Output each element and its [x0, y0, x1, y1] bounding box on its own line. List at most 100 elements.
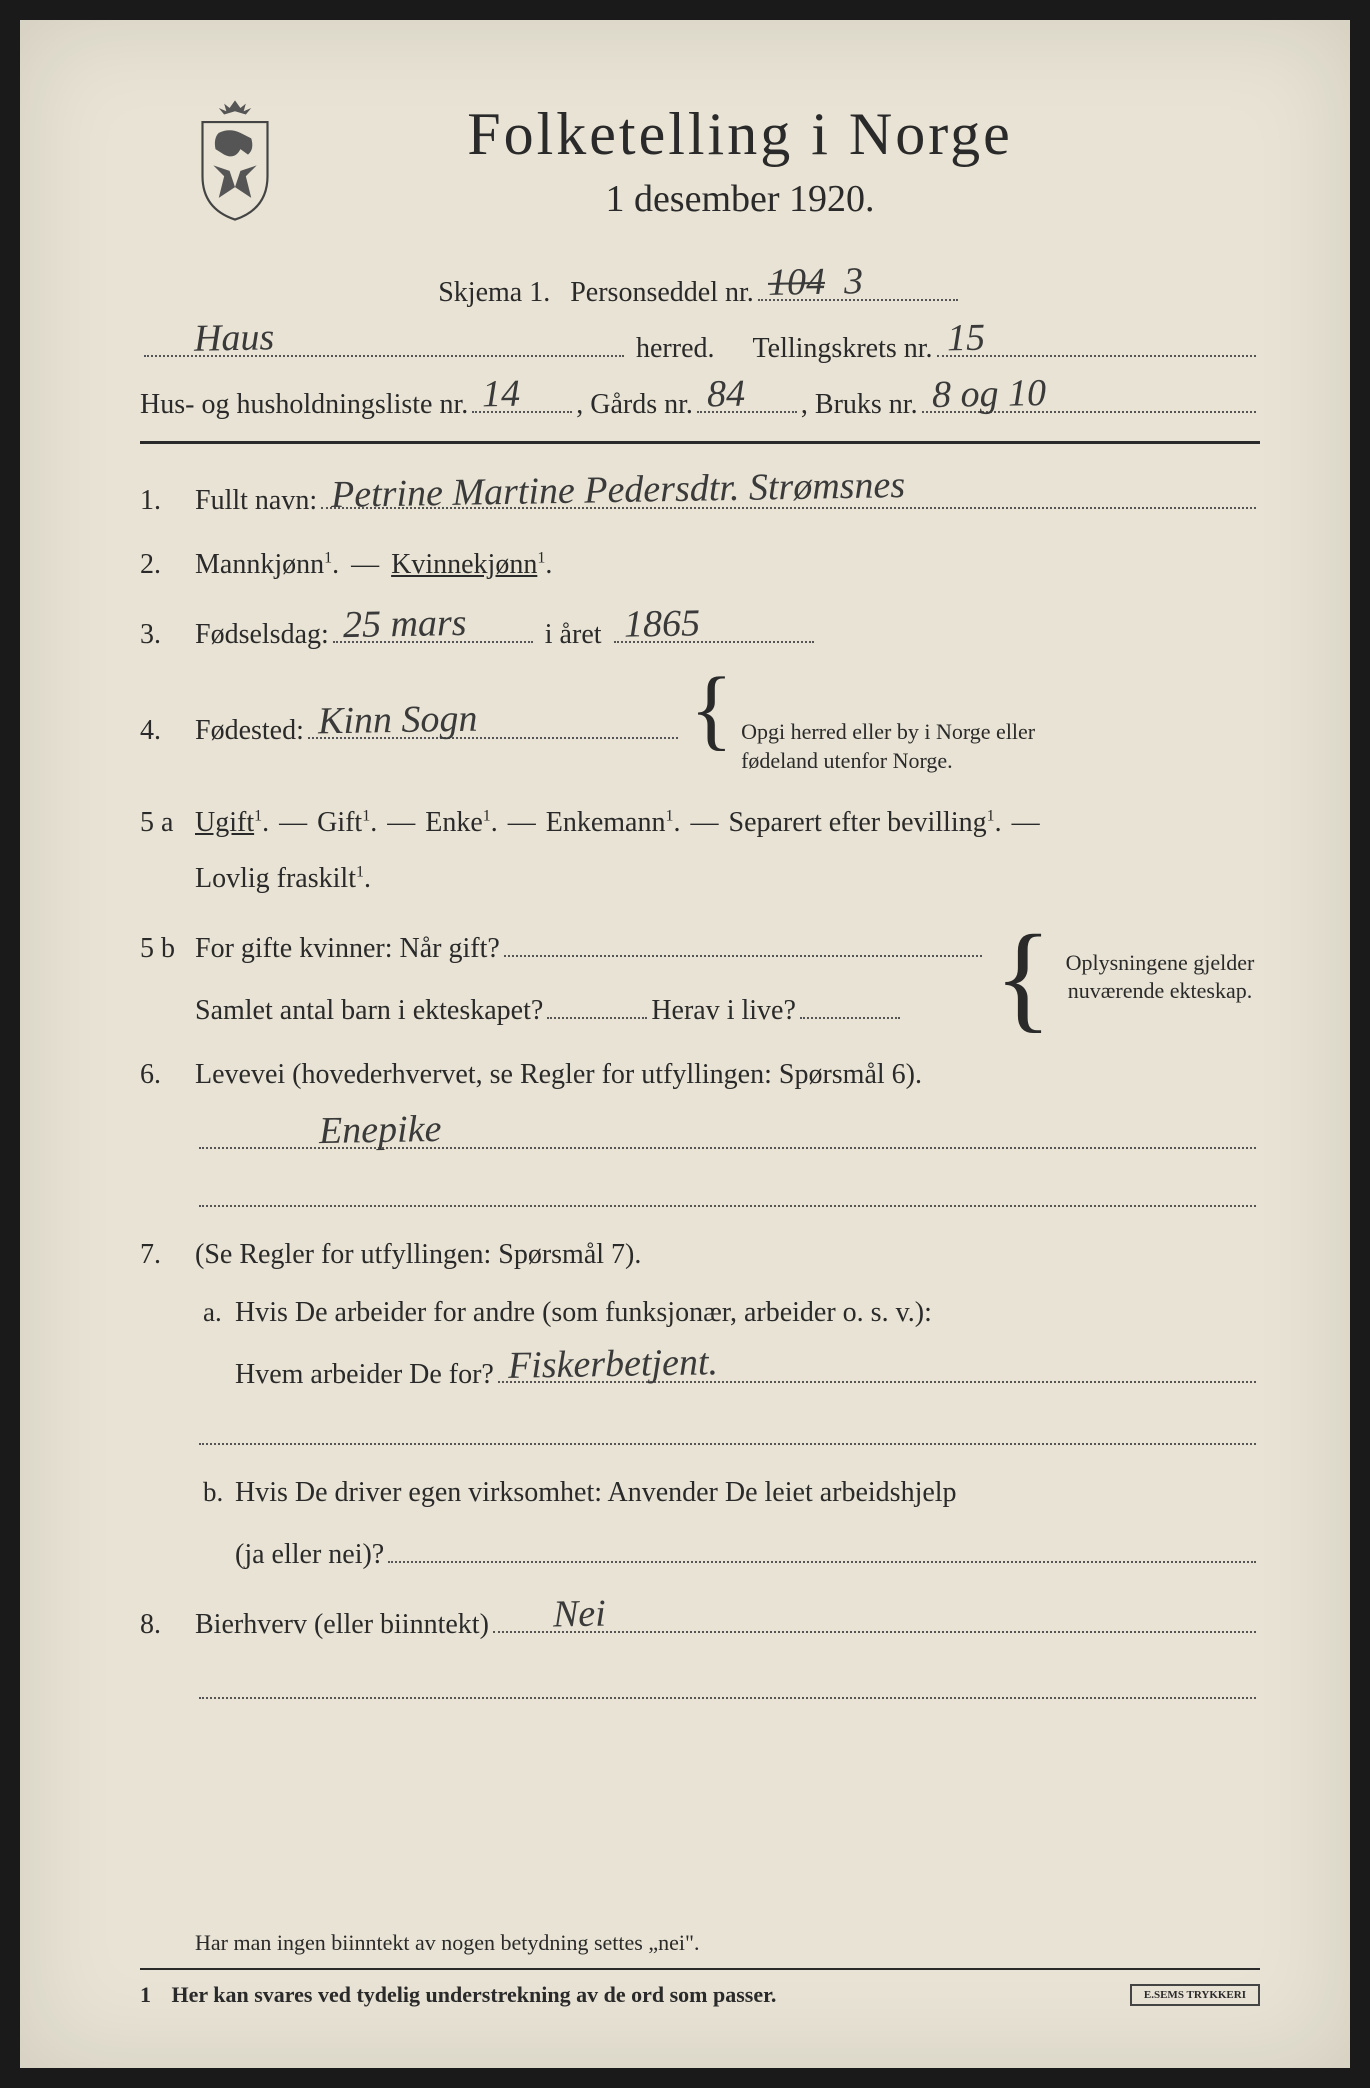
question-4: 4. Fødested: Kinn Sogn { Opgi herred ell…: [140, 683, 1260, 775]
fullt-navn-field: Petrine Martine Pedersdtr. Strømsnes: [321, 479, 1256, 509]
skjema-line: Skjema 1. Personseddel nr. 104 3: [140, 271, 1260, 309]
bierhverv-field: Nei: [493, 1603, 1256, 1633]
q4-note: Opgi herred eller by i Norge eller fødel…: [741, 718, 1081, 775]
aar-value: 1865: [623, 601, 700, 646]
gaards-label: , Gårds nr.: [576, 389, 693, 421]
q6-label: Levevei (hovederhvervet, se Regler for u…: [195, 1059, 1260, 1091]
q3-label: Fødselsdag:: [195, 619, 329, 651]
q8-num: 8.: [140, 1609, 195, 1641]
bruks-nr-field: 8 og 10: [922, 383, 1256, 413]
form-header: Folketelling i Norge 1 desember 1920.: [140, 100, 1260, 221]
bruks-nr-value: 8 og 10: [931, 371, 1046, 417]
norway-coat-of-arms-icon: [180, 95, 290, 225]
q2-num: 2.: [140, 549, 195, 581]
bierhverv-value: Nei: [553, 1592, 607, 1637]
antal-barn-field: [547, 989, 647, 1019]
q5a-enke: Enke1.: [425, 807, 498, 839]
main-title: Folketelling i Norge: [220, 100, 1260, 169]
herred-label: herred.: [636, 333, 715, 365]
q7b-letter: b.: [195, 1477, 235, 1508]
q7-label: (Se Regler for utfyllingen: Spørsmål 7).: [195, 1239, 1260, 1271]
q5b-label3: Herav i live?: [651, 995, 796, 1027]
brace-icon: {: [690, 683, 733, 737]
q5a-separert: Separert efter bevilling1.: [729, 807, 1002, 839]
bruks-label: , Bruks nr.: [801, 389, 918, 421]
levevei-field-2: [199, 1177, 1256, 1207]
q5a-enkemann: Enkemann1.: [546, 807, 681, 839]
q2-kvinne: Kvinnekjønn1.: [391, 549, 552, 581]
q7b-text2: (ja eller nei)?: [235, 1539, 384, 1571]
herred-value: Haus: [194, 315, 275, 360]
fodested-value: Kinn Sogn: [318, 697, 478, 744]
q7a-text1: Hvis De arbeider for andre (som funksjon…: [235, 1297, 932, 1329]
census-form-page: Folketelling i Norge 1 desember 1920. Sk…: [20, 20, 1350, 2068]
tellingskrets-field: 15: [937, 327, 1256, 357]
tellingskrets-value: 15: [946, 316, 985, 361]
q5b-label2: Samlet antal barn i ekteskapet?: [195, 995, 543, 1027]
question-8: 8. Bierhverv (eller biinntekt) Nei: [140, 1603, 1260, 1699]
arbeider-for-field-2: [199, 1415, 1256, 1445]
hus-nr-field: 14: [472, 383, 572, 413]
question-5a: 5 a Ugift1. — Gift1. — Enke1. — Enkemann…: [140, 807, 1260, 895]
q8-label: Bierhverv (eller biinntekt): [195, 1609, 489, 1641]
personseddel-nr-field: 104 3: [758, 271, 958, 301]
aar-field: 1865: [614, 613, 814, 643]
fodselsdag-value: 25 mars: [342, 601, 466, 647]
skjema-label: Skjema 1.: [438, 277, 550, 309]
arbeider-for-value: Fiskerbetjent.: [508, 1340, 719, 1388]
question-5b: 5 b For gifte kvinner: Når gift? Samlet …: [140, 927, 1260, 1027]
hus-line: Hus- og husholdningsliste nr. 14 , Gårds…: [140, 383, 1260, 421]
q5b-label1: For gifte kvinner: Når gift?: [195, 933, 500, 965]
printer-stamp: E.SEMS TRYKKERI: [1130, 1984, 1260, 2006]
q1-label: Fullt navn:: [195, 485, 317, 517]
q5a-num: 5 a: [140, 807, 195, 839]
q5a-lovlig: Lovlig fraskilt1.: [195, 863, 371, 895]
naar-gift-field: [504, 927, 983, 957]
q4-num: 4.: [140, 715, 195, 747]
fodselsdag-field: 25 mars: [333, 613, 533, 643]
q3-num: 3.: [140, 619, 195, 651]
footer-note-1: Har man ingen biinntekt av nogen betydni…: [140, 1930, 1260, 1956]
q4-label: Fødested:: [195, 715, 304, 747]
question-7: 7. (Se Regler for utfyllingen: Spørsmål …: [140, 1239, 1260, 1571]
bierhverv-field-2: [199, 1669, 1256, 1699]
divider: [140, 441, 1260, 444]
footnote-text: Her kan svares ved tydelig understreknin…: [172, 1982, 777, 2007]
q2-mann: Mannkjønn1.: [195, 549, 339, 581]
footer-note-2-row: 1 Her kan svares ved tydelig understrekn…: [140, 1982, 1260, 2008]
gaards-nr-value: 84: [707, 372, 746, 417]
subtitle: 1 desember 1920.: [220, 177, 1260, 221]
herred-line: Haus herred. Tellingskrets nr. 15: [140, 327, 1260, 365]
q7a-letter: a.: [195, 1297, 235, 1328]
q7b-text1: Hvis De driver egen virksomhet: Anvender…: [235, 1477, 957, 1509]
levevei-field: Enepike: [199, 1119, 1256, 1149]
tellingskrets-label: Tellingskrets nr.: [753, 333, 933, 365]
form-footer: Har man ingen biinntekt av nogen betydni…: [140, 1930, 1260, 2008]
fullt-navn-value: Petrine Martine Pedersdtr. Strømsnes: [331, 463, 906, 517]
hus-label: Hus- og husholdningsliste nr.: [140, 389, 468, 421]
question-3: 3. Fødselsdag: 25 mars i året 1865: [140, 613, 1260, 651]
brace-icon: {: [994, 941, 1052, 1013]
leiet-field: [388, 1533, 1256, 1563]
levevei-value: Enepike: [319, 1107, 442, 1153]
q7-num: 7.: [140, 1239, 195, 1271]
ilive-field: [800, 989, 900, 1019]
q5a-gift: Gift1.: [317, 807, 377, 839]
q5a-ugift: Ugift1.: [195, 807, 269, 839]
personseddel-label: Personseddel nr.: [570, 277, 754, 309]
fodested-field: Kinn Sogn: [308, 709, 678, 739]
q6-num: 6.: [140, 1059, 195, 1091]
question-6: 6. Levevei (hovederhvervet, se Regler fo…: [140, 1059, 1260, 1207]
arbeider-for-field: Fiskerbetjent.: [498, 1353, 1256, 1383]
herred-field: Haus: [144, 327, 624, 357]
q7a-text2: Hvem arbeider De for?: [235, 1359, 494, 1391]
gaards-nr-field: 84: [697, 383, 797, 413]
q3-iaret: i året: [545, 619, 602, 651]
footnote-num: 1: [140, 1982, 151, 2007]
hus-nr-value: 14: [482, 372, 521, 417]
q1-num: 1.: [140, 485, 195, 517]
footer-divider: [140, 1968, 1260, 1970]
q5b-note: Oplysningene gjelder nuværende ekteskap.: [1060, 949, 1260, 1006]
question-2: 2. Mannkjønn1. — Kvinnekjønn1.: [140, 549, 1260, 581]
q5b-num: 5 b: [140, 933, 195, 965]
